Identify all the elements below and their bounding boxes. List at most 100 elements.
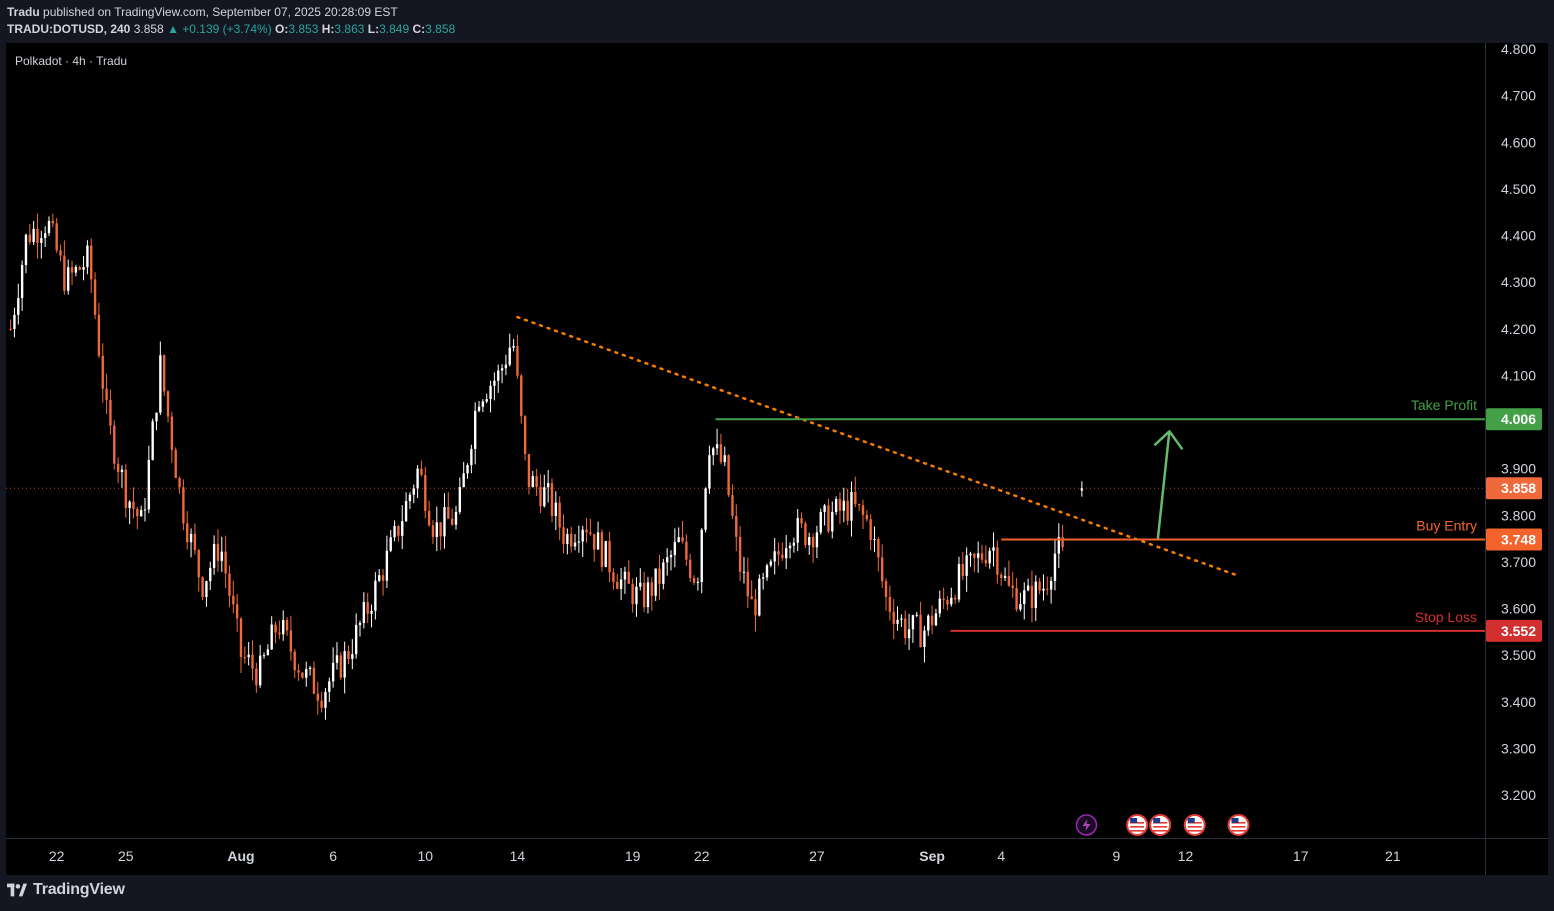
candle-body — [673, 541, 677, 556]
candle-body — [984, 559, 988, 564]
candle-body — [297, 670, 300, 673]
candle-body — [642, 582, 646, 608]
candle-body — [569, 534, 573, 547]
candle-body — [819, 512, 822, 533]
candle-body — [255, 668, 258, 686]
chart-container[interactable]: Polkadot · 4h · Tradu Take Profit Buy Ent… — [6, 43, 1548, 875]
candle-body — [658, 568, 661, 584]
candle-body — [823, 505, 826, 513]
candle-body — [235, 604, 239, 619]
candle-body — [251, 654, 254, 669]
time-tick-label: 4 — [997, 848, 1005, 864]
last-candle-body — [1080, 488, 1084, 491]
price-axis[interactable]: 4.800 4.700 4.600 4.500 4.400 4.300 4.200 4.100… — [1486, 43, 1542, 803]
candle-body — [788, 545, 792, 549]
candle-body — [957, 563, 961, 600]
stop-loss-price-tag — [1486, 619, 1542, 642]
time-axis[interactable]: 22 25 Aug 6 10 14 19 22 27 Sep 4 9 12 17 21 — [49, 848, 1401, 864]
flag-stripe — [1187, 826, 1202, 828]
candle-body — [305, 668, 308, 678]
candle-body — [758, 578, 761, 616]
candle-body — [1057, 537, 1060, 554]
target-arrow-head — [1153, 430, 1184, 451]
low-label: L: — [367, 22, 380, 36]
candle-body — [884, 581, 888, 598]
candle-body — [186, 523, 189, 543]
candle-body — [139, 510, 143, 517]
candle-body — [443, 507, 446, 537]
candle-body — [278, 632, 281, 635]
flag-canton — [1153, 818, 1161, 823]
flag-stripe — [1153, 830, 1168, 832]
candle-body — [36, 228, 39, 243]
price-tick-label: 4.400 — [1501, 228, 1536, 244]
candle-body — [834, 499, 838, 512]
candle-body — [86, 245, 89, 268]
candle-body — [381, 575, 385, 581]
candle-body — [631, 583, 634, 605]
candle-body — [619, 579, 623, 589]
candle-body — [1011, 585, 1014, 588]
candle-body — [17, 298, 20, 315]
price-tick-label: 3.900 — [1501, 461, 1536, 477]
candle-body — [178, 478, 181, 488]
candle-body — [90, 245, 93, 280]
time-tick-label: 22 — [694, 848, 710, 864]
candle-body — [623, 571, 627, 580]
candle-body — [116, 463, 120, 473]
price-tick-label: 4.200 — [1501, 321, 1536, 337]
candle-series — [9, 213, 1084, 720]
candle-body — [40, 238, 43, 243]
candle-body — [593, 534, 596, 550]
candle-body — [324, 691, 327, 708]
candle-body — [312, 667, 316, 694]
candle-body — [961, 563, 965, 576]
candle-body — [155, 412, 158, 422]
candle-body — [923, 630, 926, 648]
candle-body — [59, 250, 62, 256]
candle-body — [136, 508, 139, 517]
candle-body — [842, 500, 845, 511]
price-tick-label: 3.700 — [1501, 554, 1536, 570]
candle-body — [474, 410, 477, 449]
take-profit-label: Take Profit — [1411, 397, 1477, 413]
candle-body — [550, 483, 554, 516]
descending-trendline[interactable] — [516, 315, 1240, 578]
candle-body — [650, 582, 654, 596]
candle-body — [888, 597, 892, 612]
price-change: ▲ +0.139 (+3.74%) — [167, 22, 272, 36]
candle-body — [9, 328, 12, 330]
candle-body — [427, 510, 431, 526]
price-tick-label: 4.600 — [1501, 134, 1536, 150]
candle-body — [781, 554, 784, 559]
candle-body — [880, 557, 884, 582]
brand-name: TradingView — [33, 881, 125, 898]
candle-body — [796, 518, 799, 543]
tradingview-logo[interactable]: TradingView — [7, 881, 125, 899]
candle-body — [1015, 587, 1018, 610]
candle-body — [1007, 575, 1011, 586]
lightning-icon — [1082, 819, 1091, 831]
candle-body — [420, 468, 423, 475]
time-tick-label: 6 — [329, 848, 337, 864]
candle-body — [953, 597, 957, 600]
candle-body — [612, 572, 615, 582]
candle-body — [462, 473, 465, 488]
flag-stripe — [1153, 826, 1168, 828]
candle-body — [159, 355, 162, 413]
price-tick-label: 3.500 — [1501, 647, 1536, 663]
target-arrow-shaft[interactable] — [1156, 431, 1171, 539]
candle-body — [162, 355, 166, 392]
candle-body — [170, 416, 174, 450]
price-tick-label: 4.300 — [1501, 274, 1536, 290]
candle-body — [393, 526, 396, 538]
candle-body — [934, 613, 938, 626]
candle-body — [113, 425, 116, 464]
candle-body — [808, 537, 811, 546]
candle-body — [969, 553, 972, 556]
publisher-name[interactable]: Tradu — [7, 5, 40, 19]
price-chart[interactable]: Polkadot · 4h · Tradu Take Profit Buy Ent… — [6, 43, 1548, 875]
flag-stripe — [1231, 830, 1246, 832]
candle-body — [308, 667, 312, 669]
candle-body — [385, 550, 389, 581]
